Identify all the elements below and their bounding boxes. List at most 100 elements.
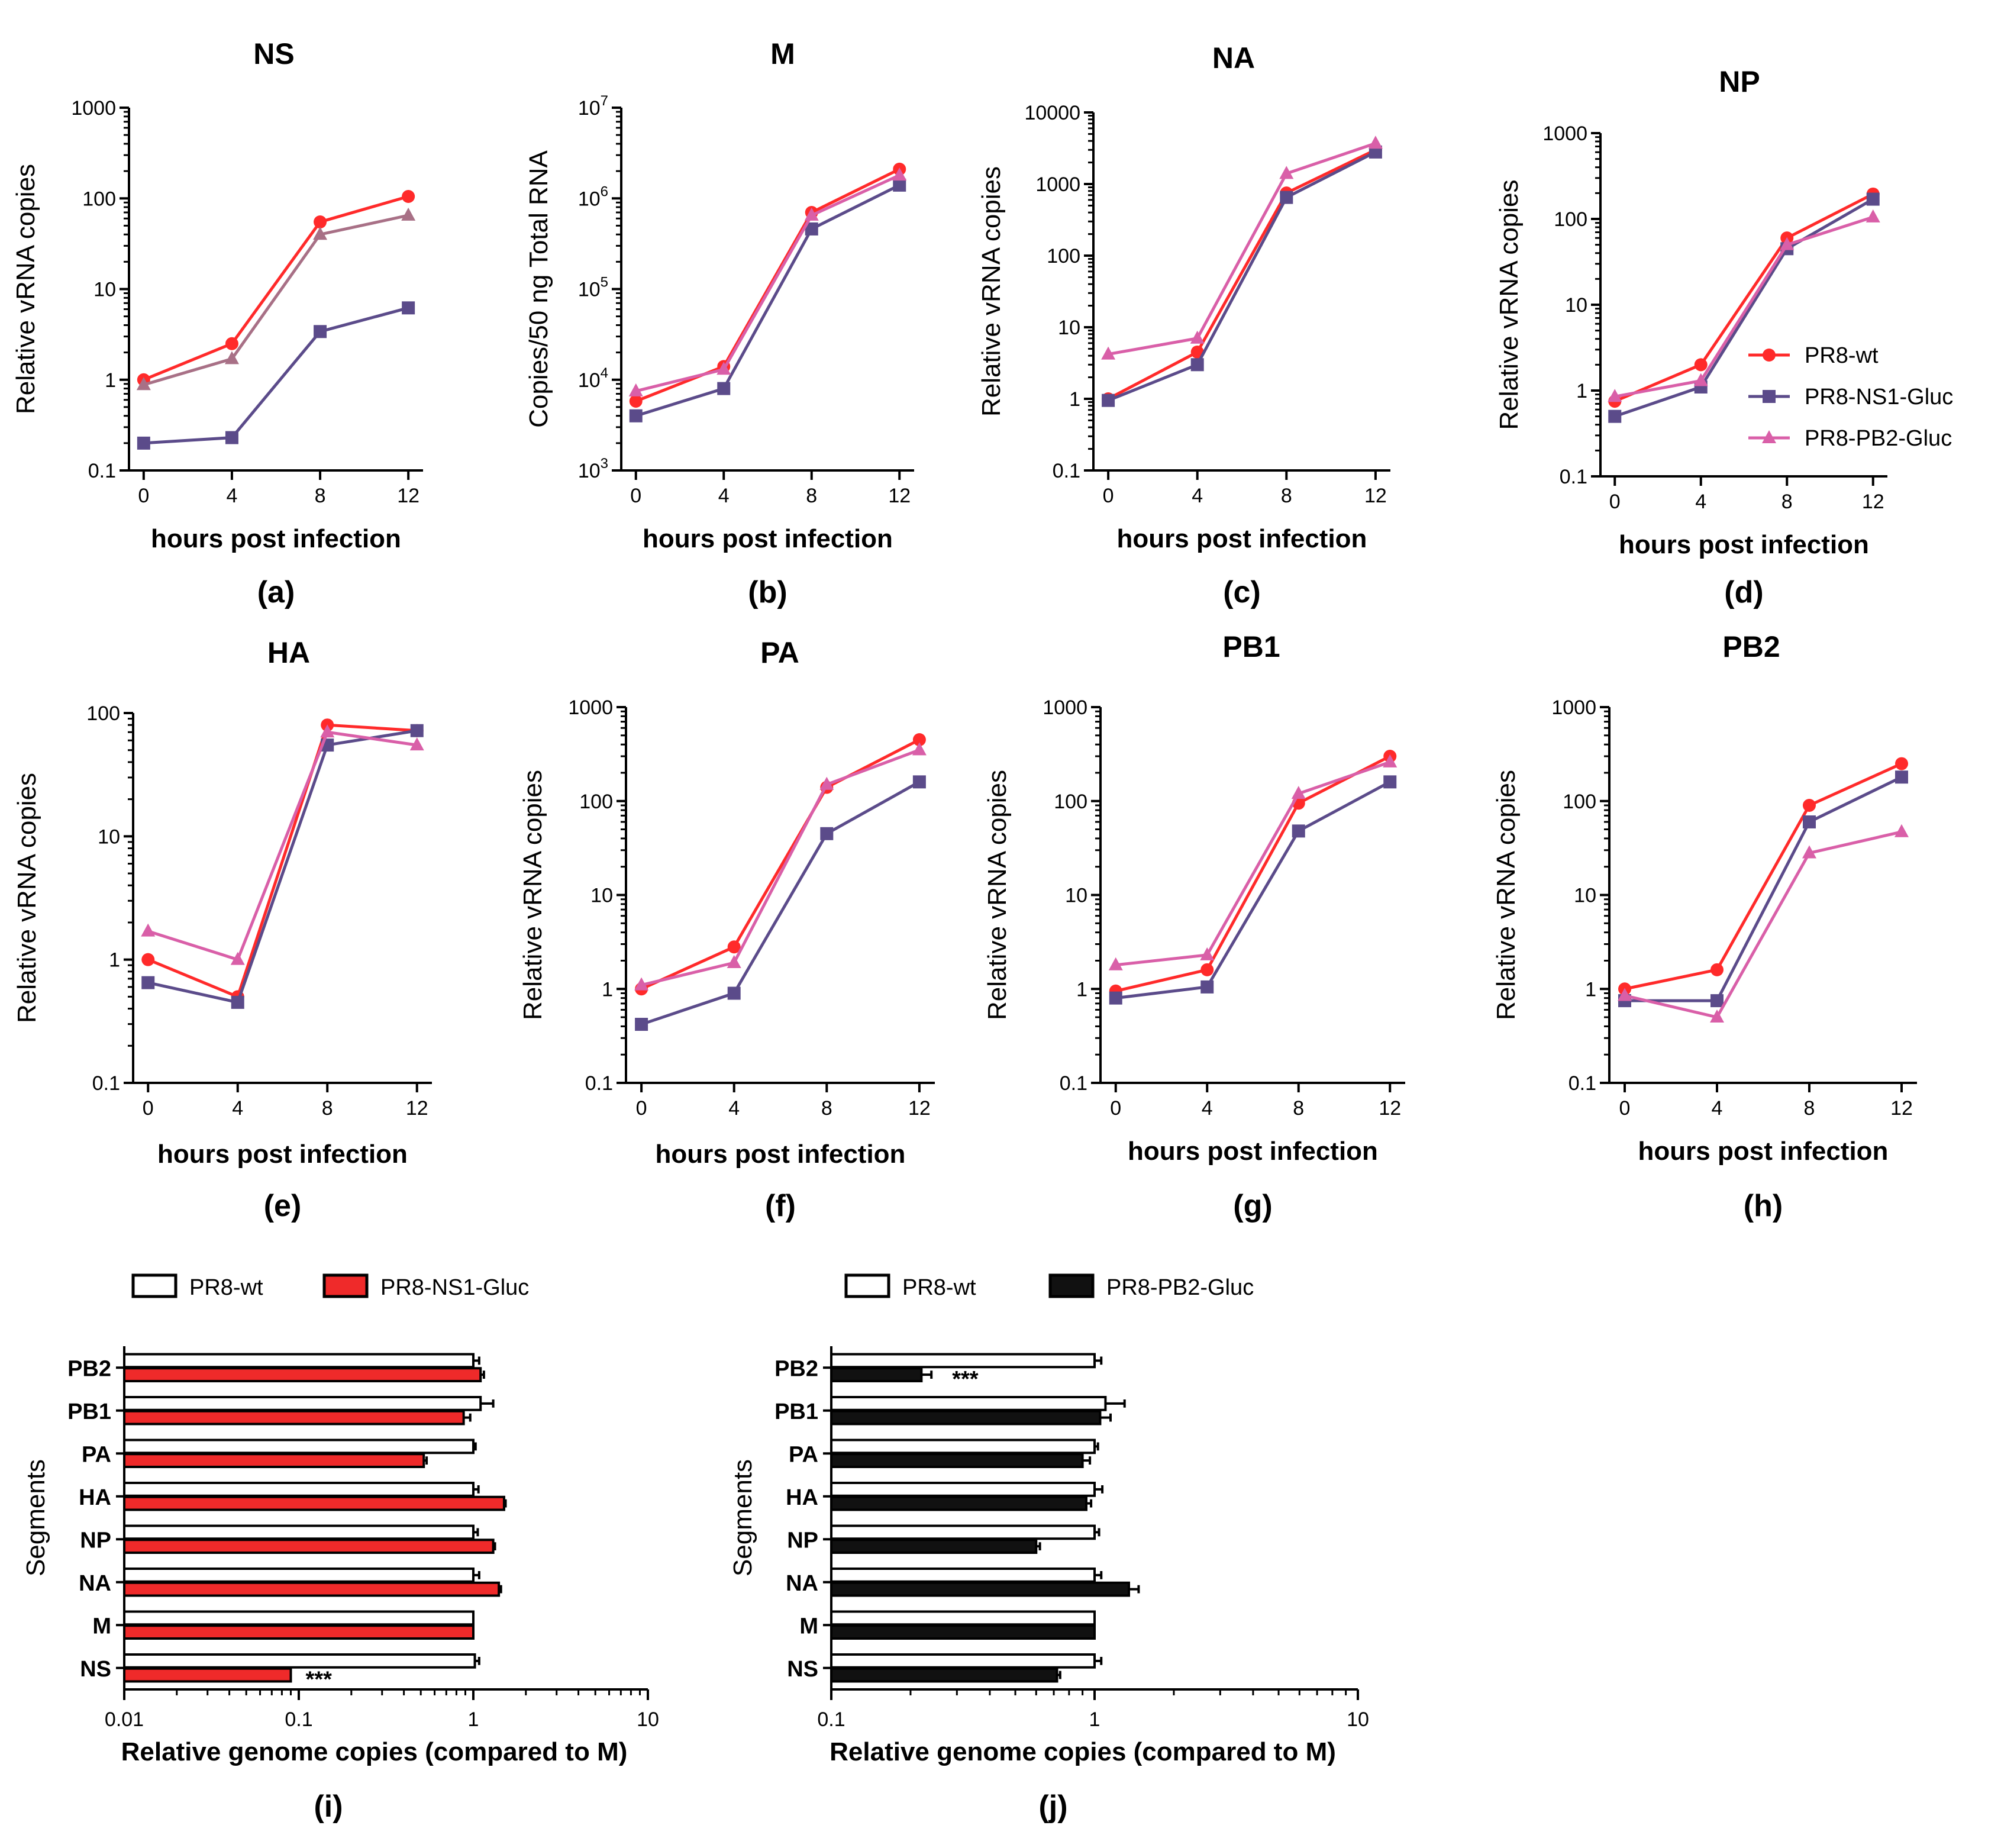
data-point xyxy=(137,436,150,450)
category-label: M xyxy=(799,1614,818,1639)
significance-mark: *** xyxy=(306,1668,333,1692)
bar-chart-j: 0.1 1 10 PB2 PB1 PA HA NP NA M NS *** Relative genom… xyxy=(728,1273,1369,1824)
data-point xyxy=(805,222,818,236)
bar-pr8-wt xyxy=(123,1482,475,1497)
bar-pr8-ns1-gluc xyxy=(123,1453,425,1468)
data-point xyxy=(1368,136,1383,149)
data-point xyxy=(1866,192,1880,206)
legend-swatch xyxy=(1048,1273,1095,1298)
bar-pr8-ns1-gluc xyxy=(123,1539,495,1554)
y-tick-label: 1000 xyxy=(1551,696,1596,719)
chart-title: NS xyxy=(253,37,294,70)
series-pr8-ns1-gluc xyxy=(137,301,415,450)
series-line xyxy=(641,781,921,1026)
y-tick-label: 0.1 xyxy=(585,1072,613,1095)
series-pr8-ns1-gluc xyxy=(1102,145,1382,407)
series-line xyxy=(147,729,418,1004)
x-tick-label: 12 xyxy=(1379,1097,1401,1120)
y-tick-label: 1 xyxy=(602,978,613,1001)
category-label: NP xyxy=(80,1528,111,1553)
series-line xyxy=(1115,781,1391,1000)
data-point xyxy=(1618,988,1632,1001)
category-label: NA xyxy=(786,1571,818,1596)
data-point xyxy=(1383,754,1398,767)
y-tick-label: 1 xyxy=(1576,380,1587,402)
x-tick-label: 8 xyxy=(1293,1097,1304,1120)
data-point xyxy=(1693,373,1708,386)
data-point xyxy=(136,377,151,391)
series-pr8-pb2-gluc xyxy=(628,167,907,396)
y-tick-label: 104 xyxy=(578,365,608,392)
data-point xyxy=(1292,824,1305,838)
data-point xyxy=(320,724,335,738)
series-line xyxy=(641,738,921,991)
category-label: PA xyxy=(789,1442,818,1467)
y-tick-label: 10 xyxy=(1065,885,1087,907)
data-point xyxy=(1895,770,1908,784)
data-point xyxy=(912,742,927,756)
series-pr8-ns1-gluc xyxy=(629,178,906,423)
y-tick-label: 10 xyxy=(98,825,120,848)
y-tick-label: 0.1 xyxy=(92,1072,120,1095)
category-label: NS xyxy=(787,1657,818,1682)
y-tick-label: 10 xyxy=(1574,885,1596,907)
x-tick-label: 4 xyxy=(232,1097,243,1120)
data-point xyxy=(401,207,416,221)
series-line xyxy=(1614,192,1874,403)
data-point xyxy=(141,976,155,989)
x-tick-label: 4 xyxy=(1695,491,1706,513)
category-label: HA xyxy=(786,1485,818,1510)
panel-label: (b) xyxy=(748,575,787,609)
legend-label: PR8-NS1-Gluc xyxy=(1805,385,1953,409)
bar-pr8-pb2-gluc xyxy=(830,1495,1087,1511)
data-point xyxy=(230,952,245,965)
series-pr8-ns1-gluc xyxy=(635,775,926,1031)
category-label: M xyxy=(92,1614,111,1639)
data-point xyxy=(1369,145,1382,159)
x-tick-label: 12 xyxy=(908,1097,931,1120)
data-point xyxy=(1803,799,1816,812)
y-tick-label: 100 xyxy=(82,188,116,210)
y-tick-label: 105 xyxy=(578,275,608,301)
series-pr8-wt xyxy=(629,162,906,408)
x-tick-label: 12 xyxy=(1862,491,1884,513)
y-tick-label: 1 xyxy=(105,369,116,392)
series-pr8-wt xyxy=(137,190,415,386)
chart-title: PB2 xyxy=(1722,630,1780,663)
legend-swatch xyxy=(322,1273,369,1298)
series-line xyxy=(1614,215,1874,398)
y-tick-label: 106 xyxy=(578,183,608,210)
data-point xyxy=(1895,757,1908,770)
data-point xyxy=(1608,389,1622,402)
x-tick-label: 0 xyxy=(1609,491,1621,513)
data-point xyxy=(1383,775,1397,789)
data-point xyxy=(1190,330,1205,344)
bar-pr8-ns1-gluc xyxy=(123,1410,465,1425)
x-tick-label: 0.1 xyxy=(817,1708,845,1731)
panel-label: (a) xyxy=(257,575,295,609)
data-point xyxy=(1710,1010,1724,1023)
y-tick-label: 100 xyxy=(1563,791,1596,813)
data-point xyxy=(1803,815,1816,828)
category-label: PA xyxy=(82,1442,111,1467)
bar-pr8-wt xyxy=(830,1439,1096,1454)
data-point xyxy=(893,178,906,192)
category-label: NS xyxy=(80,1657,111,1682)
y-tick-label: 0.1 xyxy=(1568,1072,1596,1095)
y-tick-label: 0.1 xyxy=(1060,1072,1087,1095)
panel-label: (h) xyxy=(1744,1189,1783,1223)
y-tick-label: 1000 xyxy=(1035,173,1080,196)
x-tick-label: 4 xyxy=(718,485,730,507)
panel-label: (f) xyxy=(765,1189,796,1223)
x-axis-label: Relative genome copies (compared to M) xyxy=(121,1737,628,1766)
y-tick-label: 1 xyxy=(1069,388,1080,411)
category-label: HA xyxy=(79,1485,111,1510)
chart-title: M xyxy=(770,37,795,70)
bar-pr8-wt xyxy=(123,1653,476,1669)
series-line xyxy=(635,173,901,393)
series-pr8-wt xyxy=(1102,143,1382,405)
data-point xyxy=(1101,346,1116,360)
bar-pr8-pb2-gluc xyxy=(830,1667,1058,1683)
y-axis-label: Relative vRNA copies xyxy=(12,773,41,1023)
